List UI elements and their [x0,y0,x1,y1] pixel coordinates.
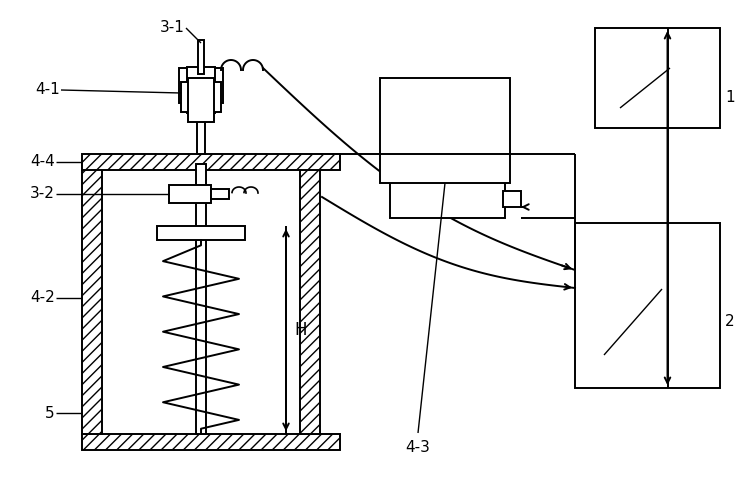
Text: 3-2: 3-2 [30,186,55,202]
Text: 4-4: 4-4 [30,155,55,169]
Text: 3-1: 3-1 [160,20,185,36]
Bar [211,189,229,199]
Bar [380,78,510,183]
Text: 4-3: 4-3 [405,441,430,455]
Bar [300,164,320,434]
Bar [157,226,245,240]
Bar [198,40,204,74]
Text: 1: 1 [725,90,735,105]
Text: 5: 5 [45,406,55,421]
Bar [82,164,102,434]
Text: 4-1: 4-1 [35,82,60,98]
Bar [196,164,206,434]
Bar [187,67,215,113]
Bar [503,191,521,207]
Text: 2: 2 [725,314,735,329]
Bar [390,180,505,218]
Text: 4-2: 4-2 [30,290,55,305]
Bar [181,82,221,112]
Text: H: H [294,321,307,339]
Bar [179,68,223,103]
Bar [82,434,340,450]
Bar [575,223,720,388]
Bar [169,185,211,203]
Bar [82,154,340,170]
Bar [595,28,720,128]
Bar [188,78,214,122]
Bar [197,74,205,154]
